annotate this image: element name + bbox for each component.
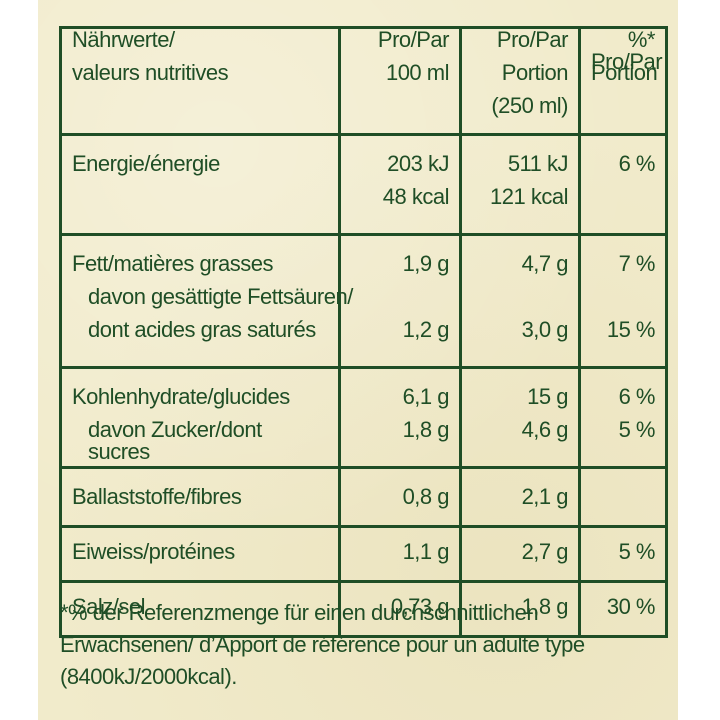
energy-percent: 6 % bbox=[618, 151, 656, 176]
saturated-fat-label-2: dont acides gras saturés bbox=[88, 317, 316, 342]
table-header-row: Nährwerte/ valeurs nutritives Pro/Par 10… bbox=[59, 27, 668, 135]
fibre-portion: 2,1 g bbox=[521, 484, 569, 509]
protein-per100: 1,1 g bbox=[402, 539, 450, 564]
fat-portion: 4,7 g bbox=[521, 251, 569, 276]
salt-per100: 0,73 g bbox=[390, 594, 450, 619]
saturated-fat-per100: 1,2 g bbox=[402, 317, 450, 342]
reference-intake-footnote: *% der Referenzmenge für einen durchschn… bbox=[60, 597, 660, 693]
carbohydrate-portion: 15 g bbox=[527, 384, 568, 409]
header-per-100ml: Pro/Par 100 ml bbox=[338, 27, 462, 135]
energy-portion-kj: 511 kJ bbox=[507, 151, 569, 176]
fibre-row: Ballaststoffe/fibres 0,8 g 2,1 g bbox=[59, 467, 668, 527]
protein-row: Eiweiss/protéines 1,1 g 2,7 g 5 % bbox=[59, 526, 668, 582]
energy-row: Energie/énergie 203 kJ 48 kcal 511 kJ 12… bbox=[59, 134, 668, 235]
protein-label: Eiweiss/protéines bbox=[72, 539, 235, 564]
header-nutrients: Nährwerte/ valeurs nutritives bbox=[59, 27, 341, 135]
energy-portion-kcal: 121 kcal bbox=[490, 184, 568, 209]
protein-percent: 5 % bbox=[618, 539, 656, 564]
salt-label: Salz/sel bbox=[72, 594, 146, 619]
salt-percent: 30 % bbox=[606, 594, 656, 619]
saturated-fat-percent: 15 % bbox=[606, 317, 656, 342]
energy-per100-kj: 203 kJ bbox=[387, 151, 449, 176]
footnote-line-2: Erwachsenen/ d’Apport de référence pour … bbox=[60, 632, 585, 657]
footnote-line-3: (8400kJ/2000kcal). bbox=[60, 664, 237, 689]
fat-label: Fett/matières grasses bbox=[72, 251, 274, 276]
protein-portion: 2,7 g bbox=[521, 539, 569, 564]
sugar-portion: 4,6 g bbox=[521, 417, 569, 442]
fat-per100: 1,9 g bbox=[402, 251, 450, 276]
saturated-fat-label-1: davon gesättigte Fettsäuren/ bbox=[88, 284, 353, 309]
fibre-per100: 0,8 g bbox=[402, 484, 450, 509]
salt-row: Salz/sel 0,73 g 1,8 g 30 % bbox=[59, 581, 668, 637]
header-percent-portion: %* Pro/Par Portion bbox=[578, 27, 668, 135]
fibre-percent bbox=[591, 486, 655, 519]
carbohydrate-row: Kohlenhydrate/glucides davon Zucker/dont… bbox=[59, 367, 668, 468]
footnote-line-1: *% der Referenzmenge für einen durchschn… bbox=[60, 600, 539, 625]
sugar-percent: 5 % bbox=[618, 417, 656, 442]
right-margin bbox=[678, 0, 720, 720]
fibre-label: Ballaststoffe/fibres bbox=[72, 484, 242, 509]
carbohydrate-percent: 6 % bbox=[618, 384, 656, 409]
energy-label: Energie/énergie bbox=[72, 151, 220, 176]
fat-row: Fett/matières grasses davon gesättigte F… bbox=[59, 234, 668, 368]
energy-per100-kcal: 48 kcal bbox=[382, 184, 450, 209]
carbohydrate-label: Kohlenhydrate/glucides bbox=[72, 384, 290, 409]
carbohydrate-per100: 6,1 g bbox=[402, 384, 450, 409]
saturated-fat-portion: 3,0 g bbox=[521, 317, 569, 342]
salt-portion: 1,8 g bbox=[521, 594, 569, 619]
header-per-portion: Pro/Par Portion (250 ml) bbox=[459, 27, 581, 135]
left-margin bbox=[0, 0, 38, 720]
sugar-per100: 1,8 g bbox=[402, 417, 450, 442]
sugar-label: davon Zucker/dont sucres bbox=[88, 417, 262, 464]
nutrition-table: Nährwerte/ valeurs nutritives Pro/Par 10… bbox=[59, 26, 668, 638]
fat-percent: 7 % bbox=[618, 251, 656, 276]
